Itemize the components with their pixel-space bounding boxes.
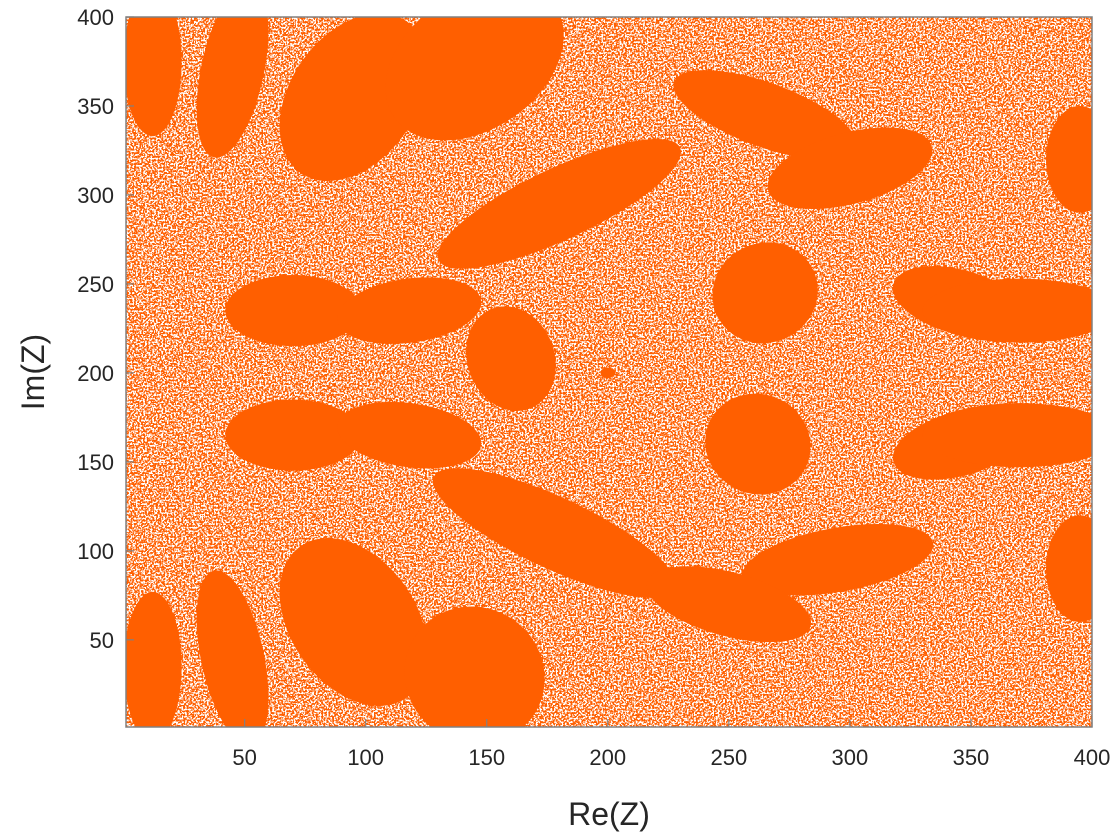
x-axis-label: Re(Z) [568,796,650,832]
basin-petal [712,242,818,344]
y-tick-label: 250 [77,272,114,297]
basin-petal [126,17,182,137]
basin-petal [1046,105,1092,213]
plot-frame [125,16,1093,728]
y-tick-label: 100 [77,539,114,564]
basin-petal [196,570,269,727]
basin-petal [225,399,361,471]
basin-petal [279,538,428,706]
x-tick-label: 200 [589,745,626,770]
basin-petal [922,403,1092,468]
x-axis: 50 100 150 200 250 300 350 400 [232,719,1110,770]
basin-petal [337,401,482,469]
fractal-basins [126,17,1092,727]
basin-petal [673,70,857,160]
y-axis-label: Im(Z) [15,334,51,410]
x-tick-label: 150 [468,745,505,770]
basin-petal [337,277,482,344]
y-tick-label: 350 [77,94,114,119]
basin-petal [767,127,933,210]
y-tick-label: 300 [77,183,114,208]
x-tick-label: 300 [832,745,869,770]
y-tick-label: 200 [77,361,114,386]
basin-petal [225,275,361,347]
plot-area [126,17,1092,727]
y-axis: 50 100 150 200 250 300 350 400 [77,5,134,653]
basin-petal [437,138,681,269]
basin-petal [1046,515,1092,622]
y-tick-label: 400 [77,5,114,30]
basin-petal [279,17,428,182]
x-tick-label: 250 [710,745,747,770]
basin-petal [196,17,269,158]
basin-petal [922,278,1092,343]
basin-petal [466,306,556,411]
basin-petal [646,566,812,643]
x-tick-label: 50 [232,745,256,770]
x-tick-label: 350 [953,745,990,770]
basin-petal [432,468,677,598]
y-tick-label: 50 [90,628,114,653]
basin-petal [742,523,934,596]
basin-petal [126,591,182,727]
basin-petal [385,17,564,141]
basin-petal [705,393,811,495]
basin-petal [404,606,545,727]
y-tick-label: 150 [77,450,114,475]
x-tick-label: 400 [1074,745,1111,770]
x-tick-label: 100 [347,745,384,770]
basin-petal [600,367,616,379]
